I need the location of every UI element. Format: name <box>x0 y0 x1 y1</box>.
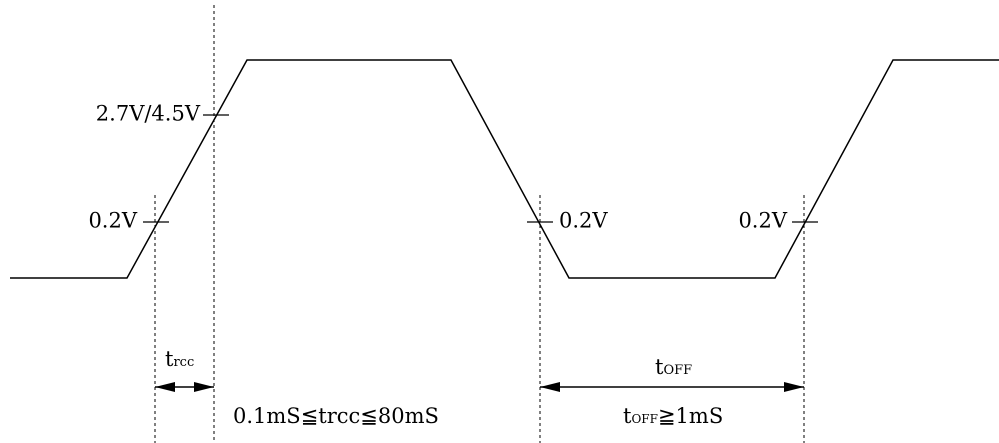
label-rise2-low: 0.2V <box>738 209 787 233</box>
toff-arrowhead-left <box>540 382 560 392</box>
toff-constraint: tOFF≧1mS <box>623 404 723 428</box>
toff-arrowhead-right <box>784 382 804 392</box>
label-rise-low: 0.2V <box>88 209 137 233</box>
trcc-arrowhead-left <box>155 382 175 392</box>
label-high-threshold: 2.7V/4.5V <box>96 102 201 126</box>
trcc-arrowhead-right <box>194 382 214 392</box>
label-fall-low: 0.2V <box>559 209 608 233</box>
label-toff: tOFF <box>655 355 692 379</box>
trcc-constraint: 0.1mS≦trcc≦80mS <box>233 404 439 428</box>
power-waveform <box>10 59 999 279</box>
label-trcc: trcc <box>165 347 194 371</box>
